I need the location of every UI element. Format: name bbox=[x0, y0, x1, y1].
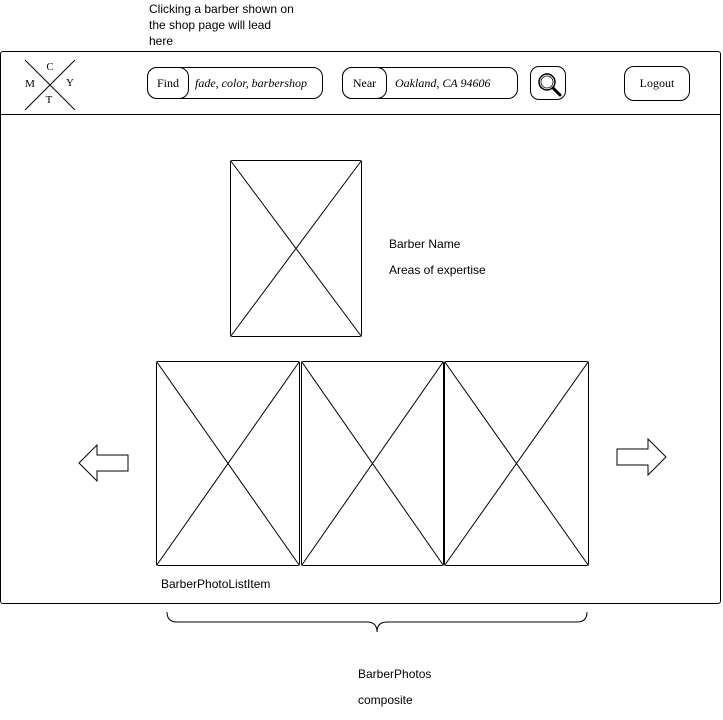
barber-photo-list-item-2[interactable] bbox=[301, 361, 444, 566]
barber-photo-list-item-3[interactable] bbox=[444, 361, 589, 566]
composite-brace bbox=[166, 611, 588, 633]
barber-expertise: Areas of expertise bbox=[389, 263, 486, 277]
logo-letter-bottom: T bbox=[45, 94, 53, 106]
logout-button[interactable]: Logout bbox=[624, 66, 690, 101]
search-button[interactable] bbox=[530, 66, 566, 100]
carousel-next-button[interactable] bbox=[616, 438, 668, 476]
composite-label: BarberPhotos composite bbox=[358, 655, 431, 720]
list-item-label: BarberPhotoListItem bbox=[161, 577, 271, 591]
composite-label-line-2: composite bbox=[358, 693, 413, 707]
near-input[interactable]: Oakland, CA 94606 bbox=[395, 75, 491, 90]
barber-photo-list-item-1[interactable] bbox=[156, 361, 300, 566]
top-annotation: Clicking a barber shown on the shop page… bbox=[149, 2, 294, 48]
logo-letter-left: M bbox=[25, 78, 35, 90]
carousel-prev-button[interactable] bbox=[78, 444, 130, 482]
page-frame bbox=[0, 51, 721, 604]
barber-profile-photo[interactable] bbox=[230, 160, 362, 337]
left-arrow-icon bbox=[78, 444, 129, 482]
near-location-field[interactable]: Near Oakland, CA 94606 bbox=[342, 67, 518, 99]
find-search-field[interactable]: Find fade, color, barbershop bbox=[147, 67, 323, 99]
logo-x-icon bbox=[24, 59, 76, 111]
find-label: Find bbox=[147, 67, 189, 99]
composite-label-line-1: BarberPhotos bbox=[358, 667, 432, 681]
header-divider bbox=[0, 114, 721, 115]
magnifier-icon bbox=[538, 73, 562, 97]
right-arrow-icon bbox=[616, 438, 667, 476]
barber-info: Barber Name Areas of expertise bbox=[389, 225, 486, 290]
logo-letter-right: Y bbox=[66, 77, 74, 89]
find-input[interactable]: fade, color, barbershop bbox=[195, 75, 307, 90]
logo[interactable]: C M Y T bbox=[24, 59, 76, 111]
logo-letter-top: C bbox=[46, 61, 54, 73]
near-label: Near bbox=[342, 67, 387, 99]
barber-name: Barber Name bbox=[389, 237, 461, 251]
